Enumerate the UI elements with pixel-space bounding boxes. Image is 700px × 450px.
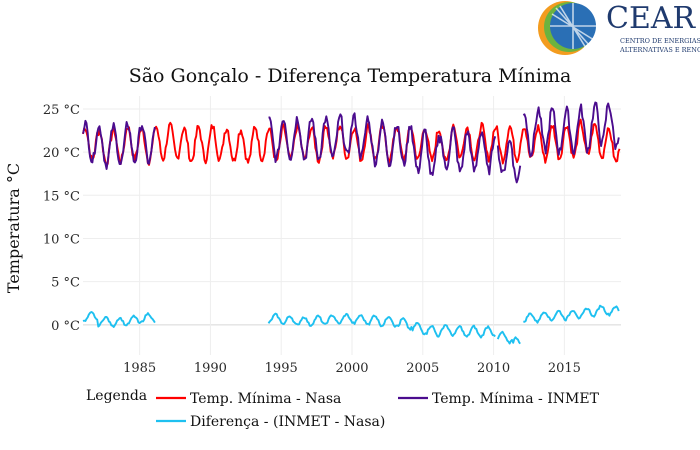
x-axis-ticks: 1985 1990 1995 2000 2005 2010 2015 — [123, 361, 581, 376]
x-tick-label: 2005 — [406, 361, 439, 376]
y-tick-label: 15 °C — [43, 189, 80, 204]
y-tick-label: 0 °C — [51, 319, 80, 334]
legend-item-inmet[interactable]: Temp. Mínima - INMET — [398, 391, 600, 407]
globe-icon — [538, 1, 596, 55]
series-line-1 — [496, 139, 522, 184]
y-tick-label: 25 °C — [43, 103, 80, 118]
series-layer — [82, 101, 621, 345]
x-tick-label: 1990 — [194, 361, 227, 376]
y-tick-label: 5 °C — [51, 276, 80, 291]
logo-tagline-line1: CENTRO DE ENERGIAS — [620, 37, 700, 45]
series-line-2 — [523, 304, 620, 324]
legend: Legenda Temp. Mínima - Nasa Temp. Mínima… — [86, 388, 600, 430]
legend-item-nasa[interactable]: Temp. Mínima - Nasa — [156, 391, 341, 407]
logo-name: CEAR — [606, 1, 697, 36]
series-line-1 — [522, 101, 620, 158]
legend-label-diferenca: Diferença - (INMET - Nasa) — [190, 414, 385, 430]
legend-label-inmet: Temp. Mínima - INMET — [432, 391, 600, 407]
legend-title: Legenda — [86, 388, 147, 404]
x-tick-label: 2000 — [335, 361, 368, 376]
series-line-2 — [368, 314, 496, 339]
cear-logo: CEAR CENTRO DE ENERGIAS ALTERNATIVAS E R… — [538, 1, 700, 55]
series-line-1 — [268, 112, 370, 164]
x-tick-label: 2015 — [548, 361, 581, 376]
chart-title: São Gonçalo - Diferença Temperatura Míni… — [129, 65, 572, 87]
y-axis-label: Temperatura °C — [4, 163, 23, 293]
x-tick-label: 1985 — [123, 361, 156, 376]
logo-tagline-line2: ALTERNATIVAS E RENOVÁVEIS — [619, 45, 700, 54]
plot-area — [82, 96, 621, 355]
series-line-2 — [82, 311, 156, 328]
y-axis-ticks: 0 °C 5 °C 10 °C 15 °C 20 °C 25 °C — [43, 103, 80, 334]
y-tick-label: 10 °C — [43, 232, 80, 247]
series-line-1 — [82, 119, 156, 170]
series-line-1 — [368, 118, 497, 176]
series-line-2 — [496, 330, 521, 345]
x-tick-label: 1995 — [265, 361, 298, 376]
series-line-2 — [267, 312, 370, 327]
y-tick-label: 20 °C — [43, 146, 80, 161]
legend-item-diferenca[interactable]: Diferença - (INMET - Nasa) — [156, 414, 385, 430]
x-tick-label: 2010 — [477, 361, 510, 376]
legend-label-nasa: Temp. Mínima - Nasa — [190, 391, 341, 407]
